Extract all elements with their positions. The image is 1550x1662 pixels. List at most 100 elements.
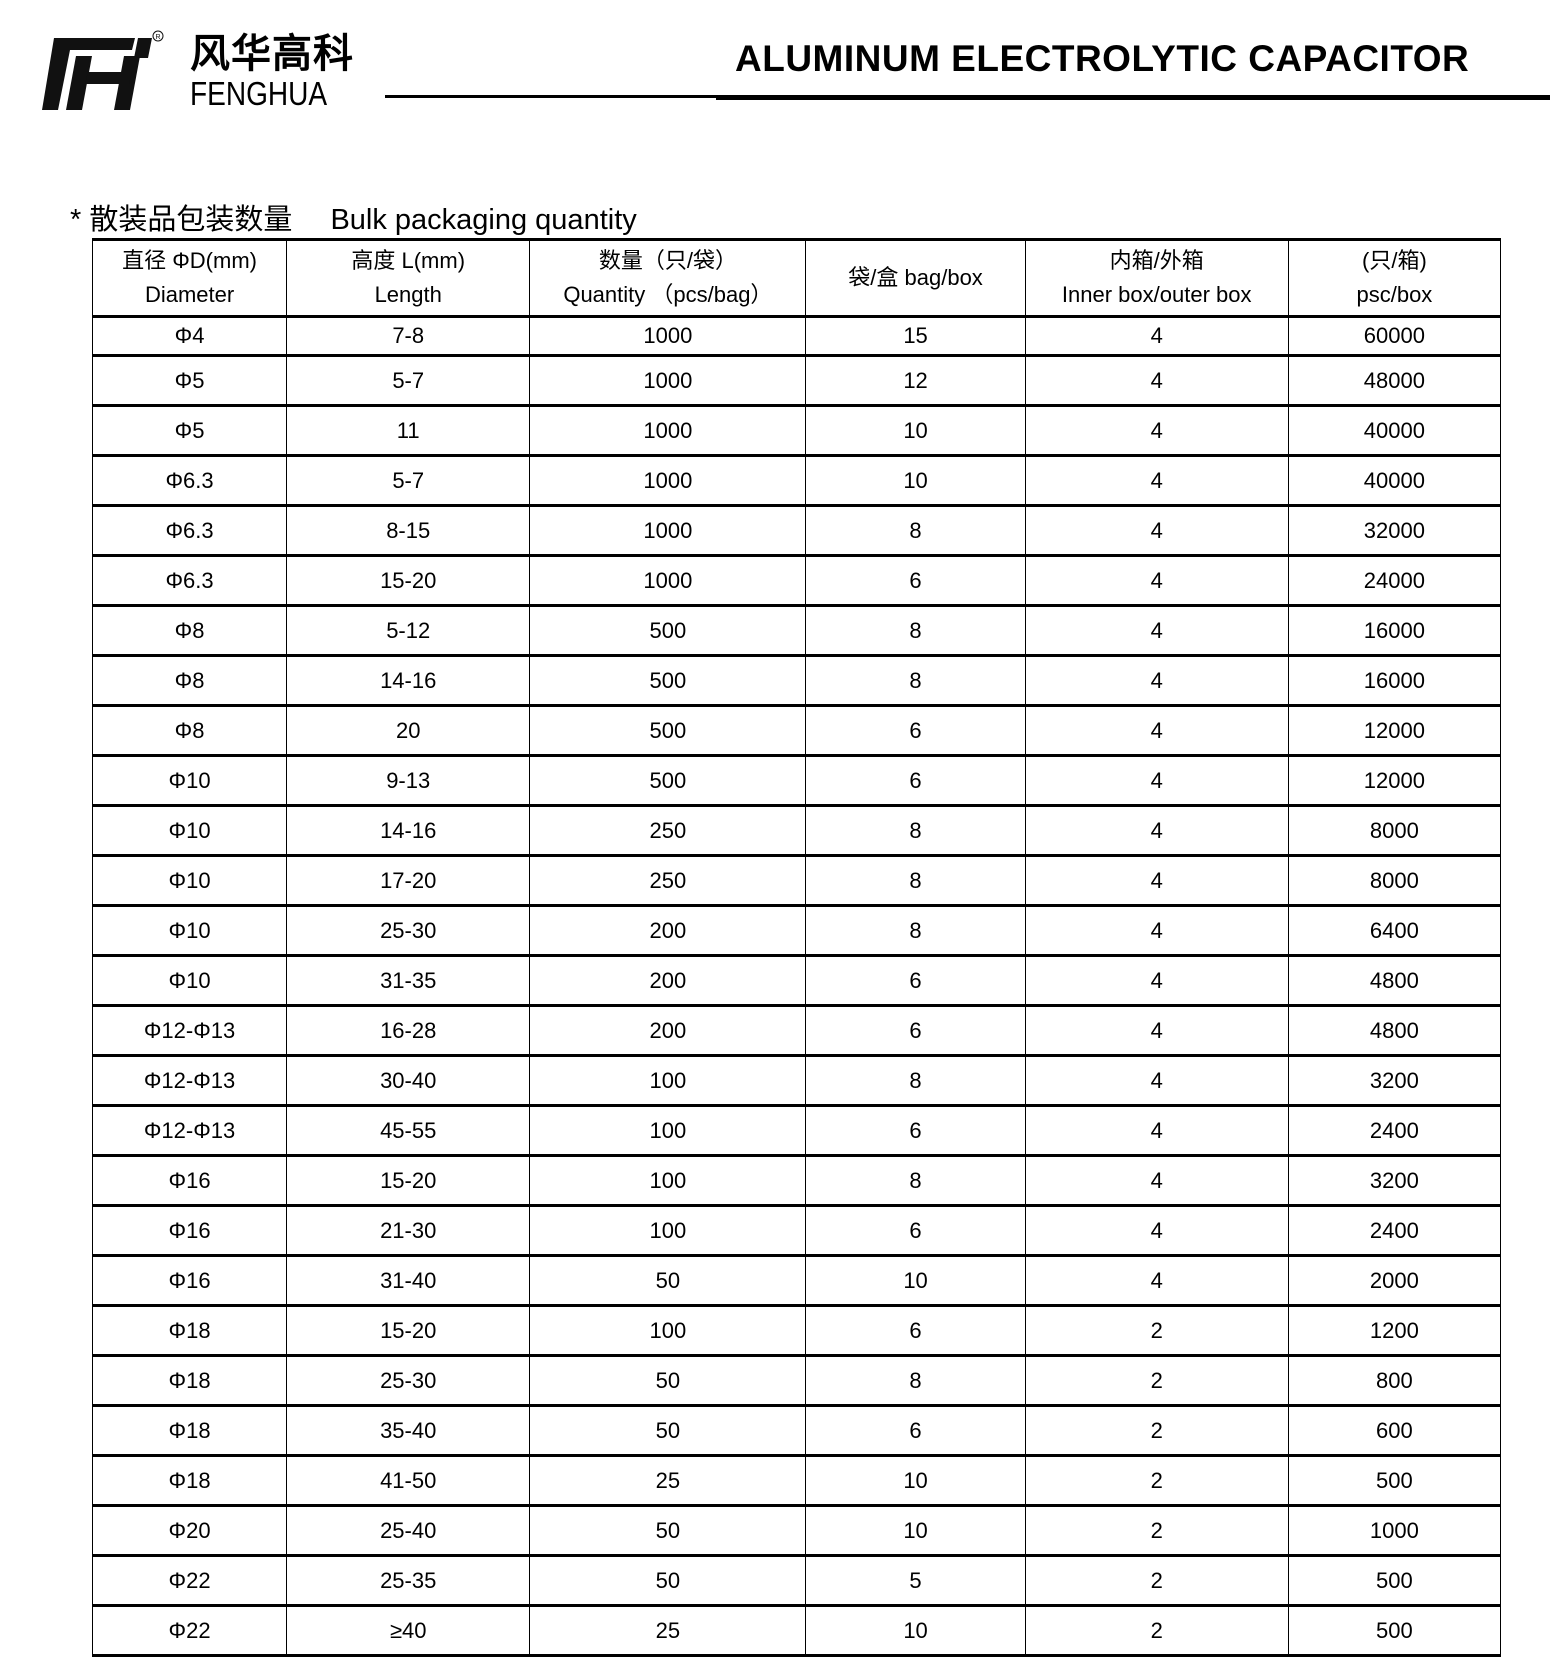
- cell-pcs-per-box: 800: [1287, 1355, 1502, 1407]
- cell-length: 25-35: [286, 1555, 531, 1607]
- cell-inner-outer-box: 4: [1024, 355, 1289, 407]
- cell-bag-per-box: 8: [805, 1355, 1026, 1407]
- cell-inner-outer-box: 4: [1024, 1255, 1289, 1307]
- cell-diameter: Φ5: [91, 355, 288, 407]
- fenghua-logo-icon: R: [42, 30, 164, 110]
- cell-length: 25-40: [286, 1505, 531, 1557]
- cell-pcs-per-box: 6400: [1287, 905, 1502, 957]
- cell-bag-per-box: 8: [805, 655, 1026, 707]
- cell-pcs-per-box: 1000: [1287, 1505, 1502, 1557]
- cell-inner-outer-box: 4: [1024, 1155, 1289, 1207]
- cell-pcs-per-box: 3200: [1287, 1055, 1502, 1107]
- table-row: Φ8 5-12 500 8 4 16000: [91, 605, 1502, 657]
- cell-length: 45-55: [286, 1105, 531, 1157]
- cell-bag-per-box: 8: [805, 1155, 1026, 1207]
- cell-length: 16-28: [286, 1005, 531, 1057]
- cell-diameter: Φ12-Φ13: [91, 1055, 288, 1107]
- cell-inner-outer-box: 4: [1024, 805, 1289, 857]
- cell-quantity: 250: [529, 855, 807, 907]
- cell-bag-per-box: 8: [805, 905, 1026, 957]
- cell-bag-per-box: 8: [805, 1055, 1026, 1107]
- column-header-bag-per-box: 袋/盒 bag/box: [805, 238, 1026, 318]
- cell-diameter: Φ12-Φ13: [91, 1005, 288, 1057]
- cell-quantity: 50: [529, 1555, 807, 1607]
- cell-quantity: 100: [529, 1055, 807, 1107]
- cell-bag-per-box: 8: [805, 855, 1026, 907]
- cell-inner-outer-box: 4: [1024, 755, 1289, 807]
- cell-length: 35-40: [286, 1405, 531, 1457]
- table-row: Φ18 15-20 100 6 2 1200: [91, 1305, 1502, 1357]
- cell-diameter: Φ5: [91, 405, 288, 457]
- cell-bag-per-box: 6: [805, 1405, 1026, 1457]
- cell-diameter: Φ6.3: [91, 455, 288, 507]
- cell-diameter: Φ4: [91, 316, 288, 357]
- cell-diameter: Φ6.3: [91, 505, 288, 557]
- cell-length: 20: [286, 705, 531, 757]
- cell-length: 31-40: [286, 1255, 531, 1307]
- header-label-en: Diameter: [144, 282, 235, 307]
- table-row: Φ18 41-50 25 10 2 500: [91, 1455, 1502, 1507]
- cell-quantity: 250: [529, 805, 807, 857]
- table-row: Φ16 15-20 100 8 4 3200: [91, 1155, 1502, 1207]
- logo-english-name: FENGHUA: [190, 75, 328, 112]
- cell-length: 21-30: [286, 1205, 531, 1257]
- cell-diameter: Φ16: [91, 1205, 288, 1257]
- cell-diameter: Φ10: [91, 805, 288, 857]
- cell-pcs-per-box: 500: [1287, 1455, 1502, 1507]
- cell-pcs-per-box: 500: [1287, 1555, 1502, 1607]
- cell-length: 41-50: [286, 1455, 531, 1507]
- bullet: *: [70, 204, 82, 236]
- cell-bag-per-box: 10: [805, 455, 1026, 507]
- header-label-cn: 数量（只/袋）: [598, 248, 737, 273]
- cell-length: 25-30: [286, 1355, 531, 1407]
- table-row: Φ12-Φ13 45-55 100 6 4 2400: [91, 1105, 1502, 1157]
- cell-inner-outer-box: 2: [1024, 1505, 1289, 1557]
- cell-bag-per-box: 6: [805, 955, 1026, 1007]
- cell-pcs-per-box: 60000: [1287, 316, 1502, 357]
- cell-diameter: Φ18: [91, 1305, 288, 1357]
- header-divider-thick: [716, 95, 1550, 100]
- cell-diameter: Φ22: [91, 1605, 288, 1657]
- cell-pcs-per-box: 2400: [1287, 1105, 1502, 1157]
- cell-quantity: 500: [529, 605, 807, 657]
- cell-pcs-per-box: 32000: [1287, 505, 1502, 557]
- table-row: Φ10 25-30 200 8 4 6400: [91, 905, 1502, 957]
- column-header-diameter: 直径 ΦD(mm) Diameter: [91, 238, 288, 318]
- header-label-en: psc/box: [1356, 282, 1433, 307]
- cell-diameter: Φ18: [91, 1455, 288, 1507]
- table-row: Φ6.3 5-7 1000 10 4 40000: [91, 455, 1502, 507]
- table-row: Φ5 11 1000 10 4 40000: [91, 405, 1502, 457]
- table-body: Φ4 7-8 1000 15 4 60000 Φ5 5-7 1000 12 4 48000 Φ5 11 10…: [91, 316, 1502, 1657]
- section-title-cn: 散装品包装数量: [89, 204, 293, 236]
- cell-bag-per-box: 6: [805, 705, 1026, 757]
- cell-pcs-per-box: 16000: [1287, 605, 1502, 657]
- cell-pcs-per-box: 1200: [1287, 1305, 1502, 1357]
- cell-inner-outer-box: 4: [1024, 955, 1289, 1007]
- page-title: ALUMINUM ELECTROLYTIC CAPACITOR: [735, 38, 1470, 79]
- cell-quantity: 200: [529, 955, 807, 1007]
- cell-inner-outer-box: 4: [1024, 316, 1289, 357]
- cell-diameter: Φ10: [91, 855, 288, 907]
- table-row: Φ10 31-35 200 6 4 4800: [91, 955, 1502, 1007]
- cell-bag-per-box: 6: [805, 1305, 1026, 1357]
- bulk-packaging-table: 直径 ΦD(mm) Diameter 高度 L(mm) Length 数量（只/袋） Qu…: [91, 238, 1502, 1657]
- cell-diameter: Φ18: [91, 1405, 288, 1457]
- cell-bag-per-box: 6: [805, 1205, 1026, 1257]
- cell-length: 14-16: [286, 805, 531, 857]
- cell-inner-outer-box: 2: [1024, 1605, 1289, 1657]
- cell-quantity: 100: [529, 1155, 807, 1207]
- cell-diameter: Φ10: [91, 955, 288, 1007]
- cell-bag-per-box: 8: [805, 805, 1026, 857]
- cell-bag-per-box: 15: [805, 316, 1026, 357]
- cell-inner-outer-box: 2: [1024, 1455, 1289, 1507]
- cell-bag-per-box: 8: [805, 505, 1026, 557]
- cell-length: 30-40: [286, 1055, 531, 1107]
- cell-quantity: 500: [529, 705, 807, 757]
- table-row: Φ6.3 15-20 1000 6 4 24000: [91, 555, 1502, 607]
- table-row: Φ10 17-20 250 8 4 8000: [91, 855, 1502, 907]
- header-label-en: Quantity （pcs/bag）: [563, 282, 773, 307]
- cell-pcs-per-box: 2400: [1287, 1205, 1502, 1257]
- cell-quantity: 1000: [529, 405, 807, 457]
- cell-bag-per-box: 10: [805, 1505, 1026, 1557]
- table-row: Φ8 20 500 6 4 12000: [91, 705, 1502, 757]
